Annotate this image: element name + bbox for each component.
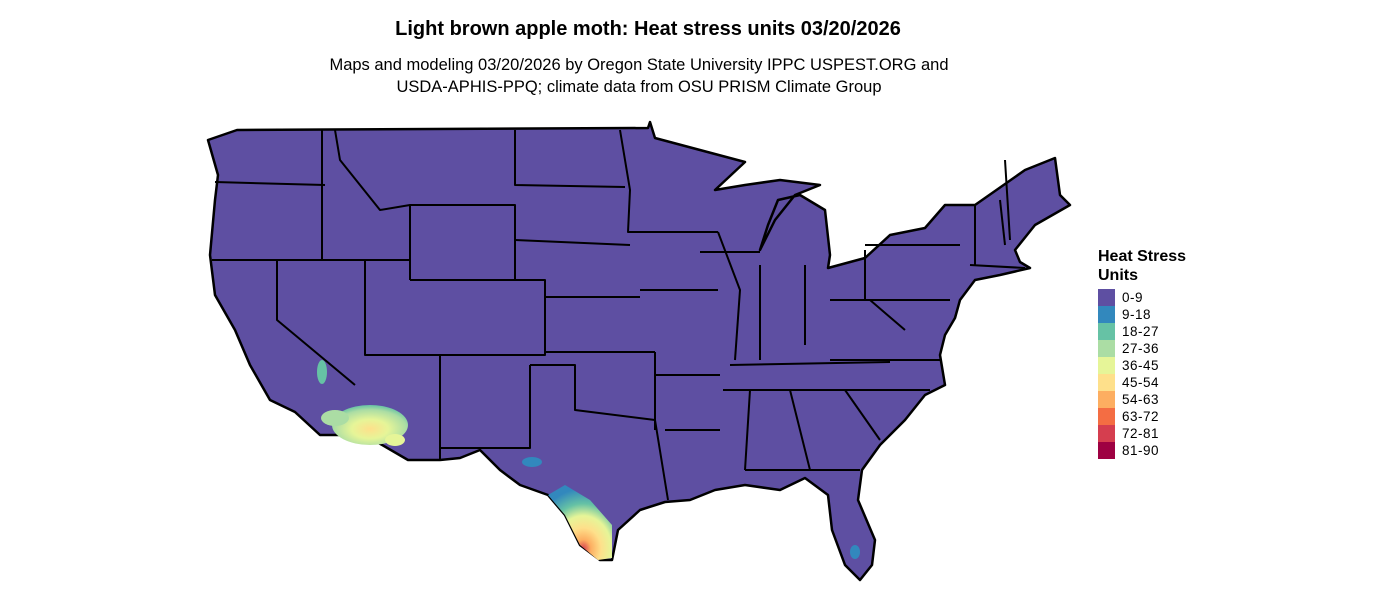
legend-swatch — [1098, 340, 1115, 357]
legend-item: 18-27 — [1098, 323, 1218, 340]
legend-swatch — [1098, 306, 1115, 323]
legend-item: 72-81 — [1098, 425, 1218, 442]
legend-item: 9-18 — [1098, 306, 1218, 323]
legend-item: 45-54 — [1098, 374, 1218, 391]
legend-item: 27-36 — [1098, 340, 1218, 357]
legend-swatch — [1098, 289, 1115, 306]
legend-swatch — [1098, 357, 1115, 374]
legend-item: 54-63 — [1098, 391, 1218, 408]
map-subtitle-line-1: Maps and modeling 03/20/2026 by Oregon S… — [329, 56, 949, 74]
map-title: Light brown apple moth: Heat stress unit… — [395, 18, 901, 40]
legend-swatch — [1098, 374, 1115, 391]
legend-label: 9-18 — [1122, 307, 1152, 322]
map-subtitle-line-2: USDA-APHIS-PPQ; climate data from OSU PR… — [396, 78, 882, 96]
hotspot-arizona — [317, 360, 408, 446]
legend-swatch — [1098, 391, 1115, 408]
legend-swatch — [1098, 425, 1115, 442]
legend: Heat Stress Units 0-9 9-18 18-27 27-36 36-45… — [1098, 247, 1218, 459]
legend-swatch — [1098, 442, 1115, 459]
hotspot-florida — [850, 545, 860, 559]
legend-label: 54-63 — [1122, 392, 1160, 407]
legend-label: 27-36 — [1122, 341, 1160, 356]
legend-label: 36-45 — [1122, 358, 1160, 373]
hotspot-texas — [522, 457, 612, 560]
legend-label: 0-9 — [1122, 290, 1144, 305]
legend-item: 63-72 — [1098, 408, 1218, 425]
legend-label: 63-72 — [1122, 409, 1160, 424]
legend-label: 45-54 — [1122, 375, 1160, 390]
legend-item: 81-90 — [1098, 442, 1218, 459]
legend-label: 81-90 — [1122, 443, 1160, 458]
legend-label: 72-81 — [1122, 426, 1160, 441]
state-borders — [212, 129, 1026, 501]
legend-swatch — [1098, 408, 1115, 425]
legend-label: 18-27 — [1122, 324, 1160, 339]
legend-item: 0-9 — [1098, 289, 1218, 306]
legend-item: 36-45 — [1098, 357, 1218, 374]
legend-title: Heat Stress Units — [1098, 248, 1187, 284]
legend-swatch — [1098, 323, 1115, 340]
